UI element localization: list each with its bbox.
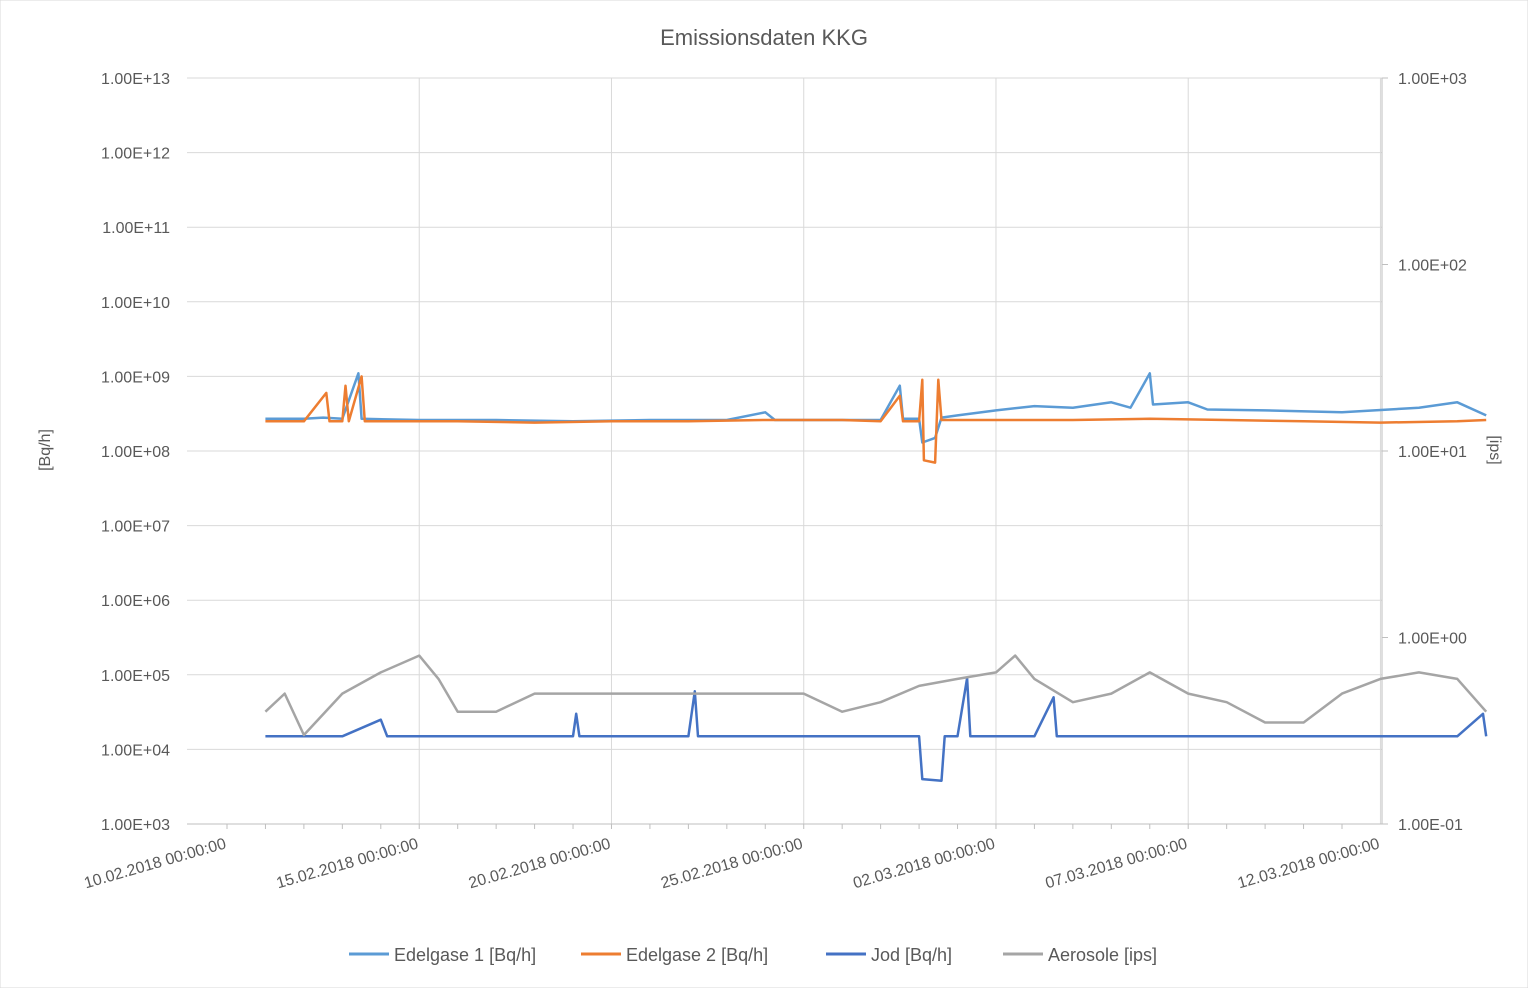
y-left-tick-label: 1.00E+04 <box>101 742 170 759</box>
legend-label: Jod [Bq/h] <box>871 945 952 965</box>
y-right-tick-label: 1.00E-01 <box>1398 817 1463 834</box>
series-line-4 <box>264 654 1488 737</box>
y-left-tick-label: 1.00E+09 <box>101 369 170 386</box>
y-left-tick-label: 1.00E+10 <box>101 295 170 312</box>
legend-item: Jod [Bq/h] <box>826 945 952 965</box>
y-left-tick-label: 1.00E+11 <box>102 220 170 237</box>
legend-item: Aerosole [ips] <box>1003 945 1157 965</box>
y-left-tick-label: 1.00E+12 <box>101 146 170 163</box>
y-left-tick-label: 1.00E+08 <box>101 444 170 461</box>
series-line-3 <box>265 676 1488 782</box>
legend-label: Edelgase 1 [Bq/h] <box>394 945 536 965</box>
legend-label: Aerosole [ips] <box>1048 945 1157 965</box>
y-left-tick-label: 1.00E+05 <box>101 668 170 685</box>
y-left-tick-label: 1.00E+03 <box>101 817 170 834</box>
y-right-tick-label: 1.00E+01 <box>1398 444 1467 461</box>
y-left-tick-label: 1.00E+07 <box>101 519 170 536</box>
y-left-tick-label: 1.00E+06 <box>101 593 170 610</box>
y-right-tick-label: 1.00E+02 <box>1398 258 1467 275</box>
series-lines <box>264 372 1488 782</box>
y-right-tick-label: 1.00E+03 <box>1398 71 1467 88</box>
y-left-axis-label: [Bq/h] <box>37 429 54 471</box>
series-line-2 <box>265 375 1487 464</box>
y-right-tick-label: 1.00E+00 <box>1398 631 1467 648</box>
chart-title: Emissionsdaten KKG <box>660 25 868 50</box>
legend: Edelgase 1 [Bq/h] Edelgase 2 [Bq/h] Jod [B… <box>349 945 1157 965</box>
y-left-tick-label: 1.00E+13 <box>101 71 170 88</box>
y-right-axis-label: [ips] <box>1486 435 1503 464</box>
legend-label: Edelgase 2 [Bq/h] <box>626 945 768 965</box>
series-line-1 <box>265 372 1487 444</box>
legend-item: Edelgase 1 [Bq/h] <box>349 945 536 965</box>
legend-item: Edelgase 2 [Bq/h] <box>581 945 768 965</box>
gridlines <box>187 77 1382 825</box>
